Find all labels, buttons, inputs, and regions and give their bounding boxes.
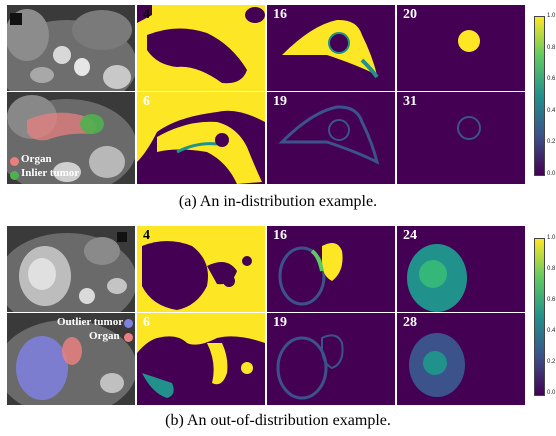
ct-image-b-top <box>7 226 135 312</box>
ct-image-b-bottom: Outlier tumor Organ <box>7 313 135 405</box>
label-a-bottom-2: 19 <box>273 94 287 109</box>
legend-organ-dot-b <box>124 333 133 342</box>
label-b-bottom-1: 6 <box>143 315 150 330</box>
legend-outlier-dot <box>124 319 133 328</box>
legend-inlier-label: Inlier tumor <box>21 167 80 179</box>
caption-a: (a) An in-distribution example. <box>178 193 378 210</box>
colorbar-b-tick: 0.0 <box>547 390 556 396</box>
map-b-top-1: 4 <box>137 226 265 312</box>
label-a-bottom-1: 6 <box>143 94 150 109</box>
label-b-bottom-2: 19 <box>273 315 287 330</box>
legend-outlier-label: Outlier tumor <box>57 316 124 328</box>
colorbar-b-tick: 0.8 <box>547 266 556 272</box>
colorbar-b-tick: 0.2 <box>547 359 556 365</box>
map-a-bottom-2: 19 <box>267 92 395 184</box>
ct-image-a-top <box>7 5 135 91</box>
map-b-top-3: 24 <box>397 226 525 312</box>
label-a-bottom-3: 31 <box>403 94 417 109</box>
label-b-bottom-3: 28 <box>403 315 417 330</box>
map-b-bottom-2: 19 <box>267 313 395 405</box>
map-b-top-2: 16 <box>267 226 395 312</box>
legend-organ-dot <box>10 157 19 166</box>
colorbar-b-tick: 1.0 <box>547 235 556 241</box>
caption-b: (b) An out-of-distribution example. <box>165 412 391 429</box>
legend-organ-label-b: Organ <box>89 330 120 342</box>
colorbar-a-tick: 0.8 <box>547 45 556 51</box>
label-b-top-1: 4 <box>143 228 150 243</box>
colorbar-a-tick: 0.0 <box>547 171 556 177</box>
colorbar-a-tick: 0.2 <box>547 139 556 145</box>
colorbar-a-tick: 0.4 <box>547 108 556 114</box>
map-b-bottom-3: 28 <box>397 313 525 405</box>
label-b-top-3: 24 <box>403 228 417 243</box>
label-b-top-2: 16 <box>273 228 287 243</box>
label-a-top-2: 16 <box>273 7 287 22</box>
colorbar-b-tick: 0.6 <box>547 297 556 303</box>
map-a-top-2: 16 <box>267 5 395 91</box>
map-a-top-3: 20 <box>397 5 525 91</box>
ct-image-a-bottom: Organ Inlier tumor <box>7 92 135 184</box>
map-a-bottom-1: 6 <box>137 92 265 184</box>
map-a-bottom-3: 31 <box>397 92 525 184</box>
colorbar-a-tick: 0.6 <box>547 76 556 82</box>
colorbar-b-tick: 0.4 <box>547 328 556 334</box>
colorbar-a <box>534 16 545 176</box>
label-a-top-1: 4 <box>143 7 150 22</box>
map-b-bottom-1: 6 <box>137 313 265 405</box>
map-a-top-1: 4 <box>137 5 265 91</box>
colorbar-a-tick: 1.0 <box>547 13 556 19</box>
legend-inlier-dot <box>10 171 19 180</box>
colorbar-b <box>534 238 545 396</box>
label-a-top-3: 20 <box>403 7 417 22</box>
legend-organ-label: Organ <box>21 153 52 165</box>
